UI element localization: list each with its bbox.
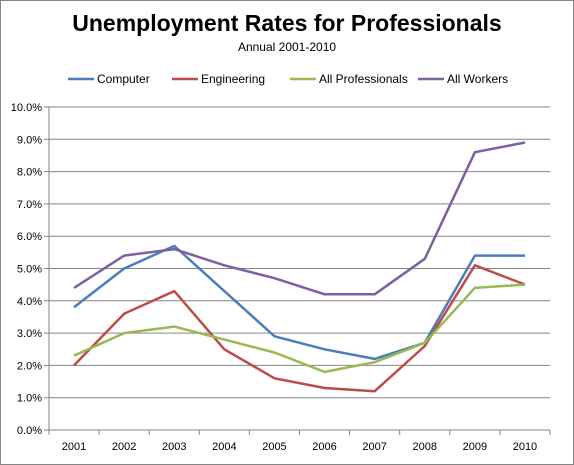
x-tick-label: 2010 (513, 441, 537, 453)
series-line-all-professionals (73, 283, 526, 374)
x-tick-labels: 2001 2002 2003 2004 2005 2006 2007 2008 2009 2010 (62, 441, 537, 453)
series-line-engineering (73, 264, 526, 393)
y-tick-label: 0.0% (17, 425, 42, 437)
series-lines (73, 141, 526, 393)
y-tick-labels: 0.0% 1.0% 2.0% 3.0% 4.0% 5.0% 6.0% 7.0% 8.0% 9.0%… (11, 102, 42, 437)
x-tick-label: 2005 (262, 441, 286, 453)
y-tick-label: 8.0% (17, 167, 42, 179)
x-tick-label: 2001 (62, 441, 86, 453)
legend-label: All Workers (447, 72, 508, 86)
y-tick-label: 1.0% (17, 393, 42, 405)
x-tick-label: 2003 (162, 441, 186, 453)
x-tick-label: 2008 (413, 441, 437, 453)
y-tick-label: 4.0% (17, 296, 42, 308)
x-tick-label: 2007 (362, 441, 386, 453)
legend-label: Computer (97, 72, 150, 86)
y-tick-label: 2.0% (17, 360, 42, 372)
x-tick-label: 2006 (312, 441, 336, 453)
x-tick-label: 2002 (112, 441, 136, 453)
legend-label: All Professionals (319, 72, 408, 86)
y-tick-label: 3.0% (17, 328, 42, 340)
x-tick-label: 2009 (463, 441, 487, 453)
legend: Computer Engineering All Professionals All … (68, 72, 508, 86)
y-tick-label: 6.0% (17, 231, 42, 243)
y-tick-label: 10.0% (11, 102, 42, 114)
y-tick-label: 7.0% (17, 199, 42, 211)
x-tick-label: 2004 (212, 441, 236, 453)
axes (48, 107, 551, 435)
chart-subtitle: Annual 2001-2010 (237, 40, 337, 54)
y-tick-label: 9.0% (17, 134, 42, 146)
series-line-all-workers (73, 141, 526, 296)
y-tick-label: 5.0% (17, 264, 42, 276)
legend-label: Engineering (201, 72, 265, 86)
series-line-computer (73, 244, 525, 361)
chart-title: Unemployment Rates for Professionals (72, 10, 502, 36)
